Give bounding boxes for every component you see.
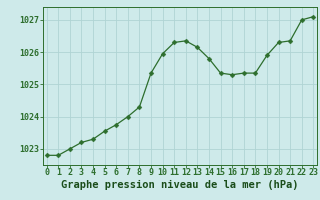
X-axis label: Graphe pression niveau de la mer (hPa): Graphe pression niveau de la mer (hPa) <box>61 180 299 190</box>
